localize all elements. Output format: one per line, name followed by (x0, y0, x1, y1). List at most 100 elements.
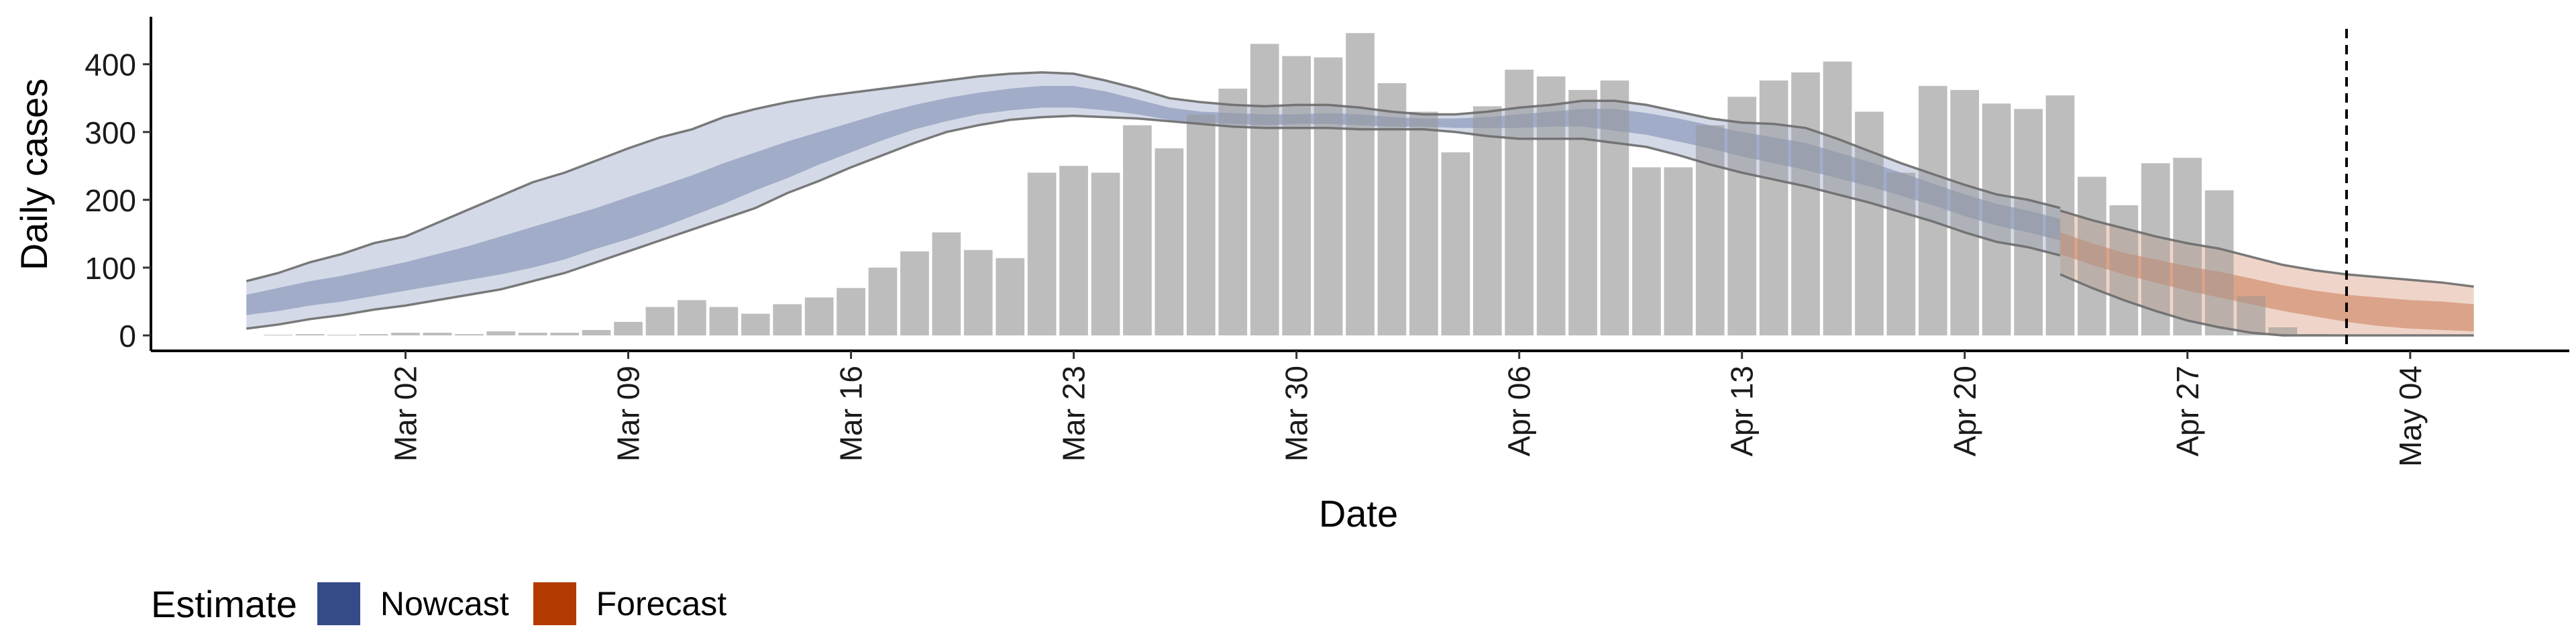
bar (1982, 103, 2011, 335)
legend-label-forecast: Forecast (596, 585, 727, 623)
bar (1218, 89, 1248, 335)
bar (582, 329, 611, 335)
bar (1505, 69, 1534, 336)
bar (2204, 190, 2234, 335)
bar (391, 333, 420, 335)
bar (1187, 114, 1216, 335)
x-tick-label: Mar 09 (611, 366, 646, 462)
bar (614, 321, 643, 335)
bar (2078, 176, 2106, 335)
x-tick-label: Mar 02 (388, 366, 423, 462)
bar (900, 251, 929, 335)
bar (2173, 158, 2202, 335)
bar (1377, 83, 1407, 335)
legend-key-nowcast (317, 582, 360, 625)
axes (150, 17, 2569, 352)
y-tick-label: 0 (119, 319, 136, 354)
x-tick-label: Mar 16 (834, 366, 869, 462)
bar (518, 333, 547, 335)
bar (486, 331, 516, 335)
bar (773, 304, 802, 335)
bar (455, 334, 484, 335)
bar (804, 297, 834, 335)
bar (1472, 106, 1502, 335)
x-tick-label: Mar 30 (1279, 366, 1314, 462)
bars (264, 33, 2329, 336)
bar (1600, 80, 1629, 335)
x-tick-label: Mar 23 (1057, 366, 1091, 462)
bar (2268, 327, 2298, 335)
bar (1759, 80, 1788, 335)
bar (1855, 111, 1884, 335)
x-tick-label: Apr 13 (1725, 366, 1760, 457)
bar (2014, 109, 2043, 335)
bar (837, 288, 865, 335)
bar (1536, 76, 1566, 336)
forecast-upper-line (2059, 209, 2474, 288)
x-axis-ticks: Mar 02 Mar 09 Mar 16 Mar 23 Mar 30 Apr 06 Apr … (388, 351, 2428, 467)
bar (1791, 72, 1820, 336)
bar (709, 307, 739, 335)
forecast-inner-band (2060, 232, 2474, 331)
nowcast-upper-line (246, 71, 2061, 282)
bar (2237, 296, 2265, 335)
forecast-lower-line (2059, 273, 2474, 337)
bar (996, 258, 1025, 335)
bar (1091, 172, 1120, 335)
x-axis-title: Date (1319, 492, 1398, 535)
bar (1568, 90, 1597, 335)
band-boundary-lines (246, 71, 2474, 337)
legend: Estimate Nowcast Forecast (151, 580, 751, 627)
bar (1950, 90, 1980, 335)
bar (1919, 86, 1947, 335)
bar (359, 334, 388, 335)
nowcast-lower-line (246, 114, 2061, 330)
y-tick-label: 300 (85, 115, 136, 150)
x-tick-label: Apr 06 (1502, 366, 1537, 457)
y-axis-title: Daily cases (13, 78, 55, 270)
bar (1059, 166, 1088, 335)
bar (678, 300, 706, 335)
bar (1027, 172, 1057, 335)
bar (1313, 57, 1343, 335)
bar (1632, 167, 1661, 335)
bar (1695, 125, 1725, 335)
bar (645, 307, 675, 335)
bar (550, 333, 579, 335)
nowcast-outer-band-overlay (246, 72, 2061, 329)
bar (1886, 172, 1916, 335)
bar (1727, 97, 1757, 336)
forecast-inner-band-overlay (2060, 232, 2474, 331)
bar (741, 313, 770, 335)
legend-label-nowcast: Nowcast (380, 585, 509, 623)
bar (1282, 56, 1311, 335)
x-tick-label: Apr 27 (2170, 366, 2205, 457)
bar (932, 232, 961, 335)
y-tick-label: 400 (85, 48, 136, 83)
bar (1823, 61, 1852, 335)
legend-key-forecast (533, 582, 576, 625)
bar (1409, 111, 1438, 335)
legend-item-forecast: Forecast (533, 582, 727, 625)
bar (423, 333, 452, 335)
bar (1155, 148, 1184, 335)
legend-title: Estimate (151, 582, 297, 625)
x-tick-label: May 04 (2393, 366, 2428, 467)
band-overlay (246, 72, 2474, 335)
y-tick-label: 100 (85, 251, 136, 286)
x-tick-label: Apr 20 (1947, 366, 1982, 457)
bar (1250, 44, 1279, 336)
forecast-outer-band-overlay (2060, 211, 2474, 335)
bar (868, 267, 898, 335)
y-axis-ticks: 0 100 200 300 400 (85, 48, 151, 354)
bar (1346, 33, 1375, 336)
bar (295, 334, 325, 335)
bar (963, 250, 993, 335)
legend-item-nowcast: Nowcast (317, 582, 509, 625)
bar (1664, 167, 1693, 335)
bar (1441, 152, 1470, 335)
bar (2045, 95, 2075, 335)
y-tick-label: 200 (85, 183, 136, 218)
bar (1123, 125, 1152, 335)
